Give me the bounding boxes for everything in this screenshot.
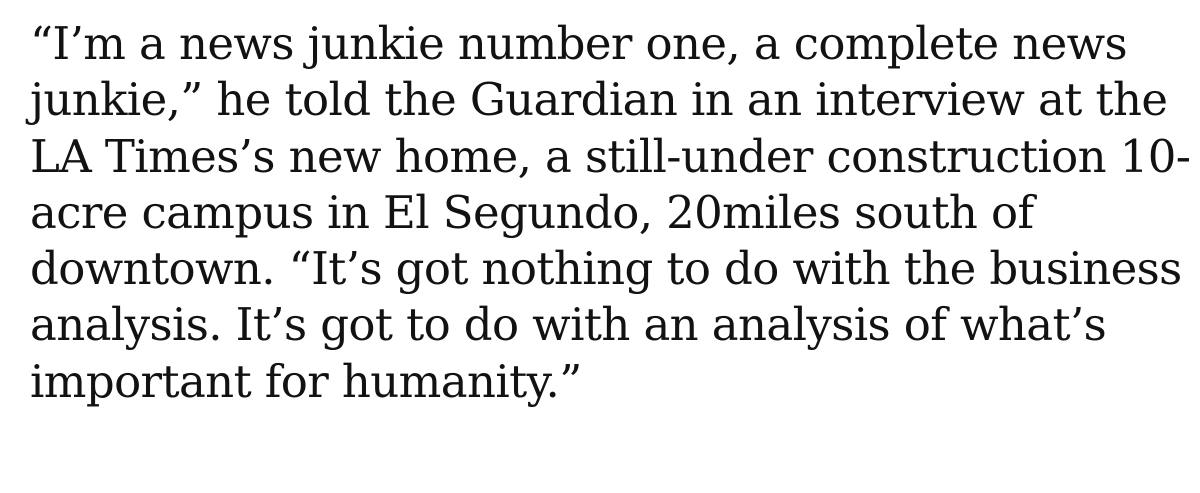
paragraph-line: “I’m a news junkie number one, a complet… (30, 17, 1128, 70)
paragraph-line: downtown. “It’s got nothing to do with t… (30, 242, 1182, 296)
paragraph-line: LA Times’s new home, a still-under const… (30, 129, 1191, 183)
article-paragraph: “I’m a news junkie number one, a complet… (30, 16, 1200, 410)
paragraph-line: junkie,” he told the Guardian in an inte… (30, 73, 1168, 127)
paragraph-line: important for humanity.” (30, 354, 582, 408)
paragraph-line: analysis. It’s got to do with an analysi… (30, 298, 1107, 352)
paragraph-line: acre campus in El Segundo, 20miles south… (30, 185, 1034, 239)
